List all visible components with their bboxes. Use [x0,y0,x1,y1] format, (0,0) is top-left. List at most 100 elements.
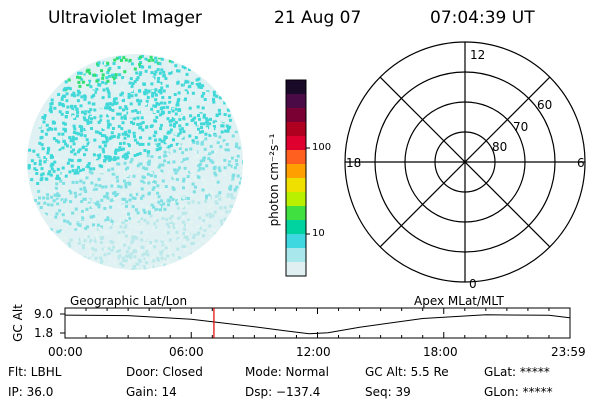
image-pixel [148,191,151,195]
image-pixel [89,250,93,254]
image-pixel [89,89,93,93]
image-pixel [43,156,47,159]
image-pixel [176,200,180,204]
image-pixel [134,180,138,184]
image-pixel [113,144,117,148]
image-pixel [76,110,80,114]
image-pixel [85,243,88,247]
image-pixel [219,219,223,223]
image-pixel [107,223,111,227]
image-pixel [150,78,154,82]
image-pixel [134,218,138,222]
image-pixel [120,127,124,131]
image-pixel [131,235,135,239]
image-pixel [140,225,144,229]
image-pixel [177,144,181,148]
image-pixel [44,177,48,181]
image-pixel [107,168,111,172]
image-pixel [66,192,70,195]
image-pixel [121,100,125,104]
image-pixel [194,118,198,122]
image-pixel [132,220,136,224]
image-pixel [209,232,213,236]
image-pixel [184,233,188,236]
image-pixel [116,193,120,196]
image-pixel [153,131,157,135]
image-pixel [195,140,199,144]
image-pixel [133,117,137,121]
image-pixel [100,198,104,202]
image-pixel [52,169,56,173]
image-pixel [76,99,80,103]
image-pixel [101,76,105,80]
image-pixel [55,212,59,216]
image-pixel [127,246,131,250]
image-pixel [51,163,55,167]
image-pixel [127,144,131,148]
image-pixel [127,92,131,96]
image-pixel [149,199,153,203]
image-pixel [96,79,99,83]
image-pixel [40,173,44,177]
image-pixel [176,133,180,137]
image-pixel [100,164,104,168]
image-pixel [73,127,77,131]
image-pixel [182,233,186,237]
image-pixel [147,59,151,63]
image-pixel [146,90,150,94]
image-pixel [96,130,100,134]
image-pixel [192,190,196,194]
image-pixel [182,177,186,181]
image-pixel [196,225,200,229]
image-pixel [101,96,105,100]
image-pixel [202,113,206,117]
image-pixel [66,105,70,109]
image-pixel [124,224,128,228]
image-pixel [163,154,166,158]
image-pixel [62,88,66,92]
image-pixel [90,95,94,99]
image-pixel [156,189,160,193]
status-gc-alt: GC Alt: 5.5 Re [365,365,449,379]
image-pixel [63,87,67,91]
image-pixel [138,142,142,146]
image-pixel [79,104,83,108]
image-pixel [99,106,103,110]
image-pixel [106,156,110,160]
image-pixel [200,139,204,143]
image-pixel [159,206,163,210]
image-pixel [95,202,99,206]
image-pixel [78,223,82,227]
image-pixel [87,165,91,169]
image-pixel [167,203,170,207]
image-pixel [230,205,233,209]
image-pixel [47,148,50,152]
image-pixel [193,156,197,160]
image-pixel [128,59,132,63]
image-pixel [200,94,204,98]
image-pixel [218,212,222,216]
image-pixel [156,110,160,113]
image-pixel [94,73,98,77]
image-pixel [196,83,200,87]
image-pixel [172,157,176,160]
image-pixel [168,70,171,74]
image-pixel [124,132,128,136]
image-pixel [97,216,101,220]
image-pixel [98,257,102,261]
image-pixel [172,187,176,191]
image-pixel [225,142,229,146]
image-pixel [200,138,204,141]
image-pixel [195,80,198,84]
image-pixel [143,237,147,241]
image-pixel [116,204,120,208]
image-pixel [78,76,82,80]
image-pixel [69,105,73,109]
image-pixel [129,117,133,121]
image-pixel [108,255,112,259]
image-pixel [159,204,163,207]
image-pixel [77,165,80,169]
image-pixel [117,124,121,128]
image-pixel [166,147,170,151]
